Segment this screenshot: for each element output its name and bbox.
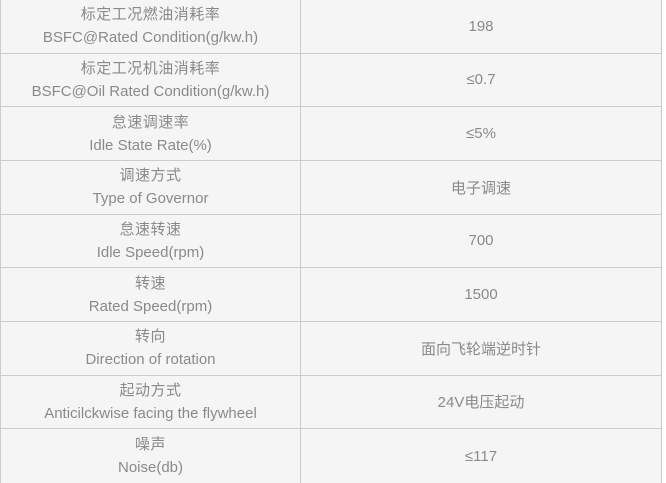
spec-label-en: BSFC@Oil Rated Condition(g/kw.h) <box>31 82 270 100</box>
spec-value: ≤0.7 <box>466 71 496 89</box>
spec-label-en: Anticilckwise facing the flywheel <box>44 404 257 422</box>
spec-label-zh: 转向 <box>134 328 166 346</box>
table-row: 噪声 Noise(db) ≤117 <box>1 429 661 483</box>
spec-label-zh: 怠速调速率 <box>111 113 190 131</box>
table-row: 调速方式 Type of Governor 电子调速 <box>1 160 661 215</box>
spec-value: 24V电压起动 <box>437 394 525 412</box>
spec-label-zh: 噪声 <box>134 436 166 454</box>
spec-label-zh: 调速方式 <box>119 167 182 185</box>
spec-value: ≤5% <box>466 125 496 143</box>
spec-label-cell: 转向 Direction of rotation <box>1 321 301 375</box>
spec-label-cell: 起动方式 Anticilckwise facing the flywheel <box>1 375 301 429</box>
spec-label-cell: 怠速调速率 Idle State Rate(%) <box>1 107 301 160</box>
spec-label-cell: 调速方式 Type of Governor <box>1 160 301 214</box>
spec-label-en: Rated Speed(rpm) <box>88 297 213 315</box>
table-row: 怠速转速 Idle Speed(rpm) 700 <box>1 214 661 269</box>
spec-label-en: Direction of rotation <box>85 351 216 369</box>
spec-label-cell: 怠速转速 Idle Speed(rpm) <box>1 214 301 268</box>
table-row: 标定工况机油消耗率 BSFC@Oil Rated Condition(g/kw.… <box>1 53 661 108</box>
spec-label-en: Idle State Rate(%) <box>89 136 212 154</box>
spec-label-zh: 起动方式 <box>119 381 182 399</box>
spec-label-zh: 怠速转速 <box>119 220 182 238</box>
spec-value: 1500 <box>464 286 498 304</box>
spec-value: 700 <box>468 232 494 250</box>
table-row: 标定工况燃油消耗率 BSFC@Rated Condition(g/kw.h) 1… <box>1 0 661 54</box>
table-row: 转向 Direction of rotation 面向飞轮端逆时针 <box>1 321 661 376</box>
spec-label-en: Type of Governor <box>92 190 209 208</box>
spec-label-zh: 标定工况燃油消耗率 <box>80 6 221 24</box>
spec-value: 198 <box>468 17 494 35</box>
spec-label-en: BSFC@Rated Condition(g/kw.h) <box>42 29 259 47</box>
table-row: 转速 Rated Speed(rpm) 1500 <box>1 268 661 322</box>
spec-label-cell: 标定工况燃油消耗率 BSFC@Rated Condition(g/kw.h) <box>1 0 301 53</box>
spec-value: 电子调速 <box>450 179 511 197</box>
spec-value: 面向飞轮端逆时针 <box>420 340 541 358</box>
spec-value: ≤117 <box>464 447 498 465</box>
spec-label-en: Noise(db) <box>117 459 184 477</box>
table-row: 起动方式 Anticilckwise facing the flywheel 2… <box>1 375 661 430</box>
table-row: 怠速调速率 Idle State Rate(%) ≤5% <box>1 107 661 161</box>
spec-label-cell: 转速 Rated Speed(rpm) <box>1 268 301 321</box>
spec-label-en: Idle Speed(rpm) <box>96 243 205 261</box>
spec-label-cell: 噪声 Noise(db) <box>1 429 301 483</box>
spec-label-cell: 标定工况机油消耗率 BSFC@Oil Rated Condition(g/kw.… <box>1 53 301 107</box>
spec-label-zh: 标定工况机油消耗率 <box>80 59 221 77</box>
spec-label-zh: 转速 <box>134 274 166 292</box>
